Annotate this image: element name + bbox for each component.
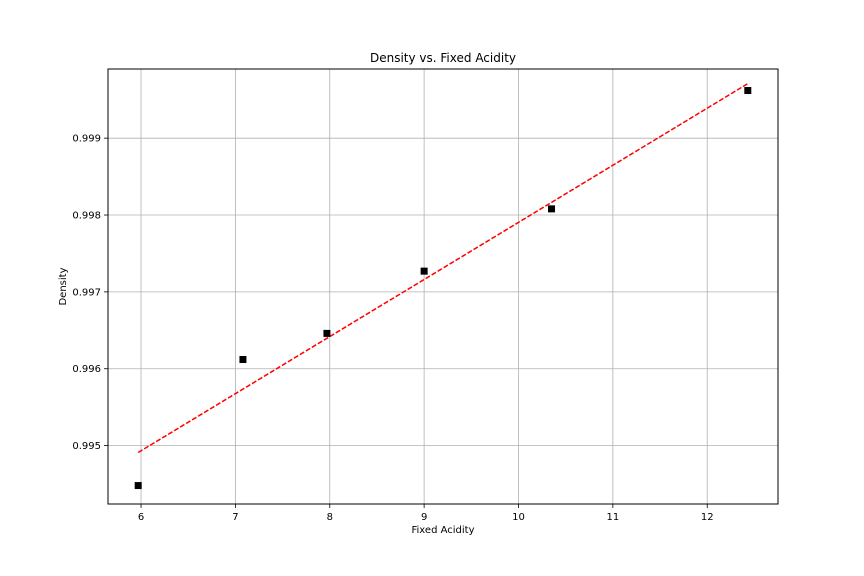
data-point [239, 356, 247, 364]
y-tick-label: 0.996 [72, 364, 101, 375]
chart-title: Density vs. Fixed Acidity [370, 51, 516, 65]
x-tick-label: 6 [138, 512, 144, 523]
y-axis-label: Density [58, 267, 69, 305]
data-point [548, 205, 556, 213]
data-point [744, 87, 752, 95]
data-point [134, 482, 142, 490]
y-tick-label: 0.995 [72, 441, 101, 452]
x-tick-label: 10 [512, 512, 525, 523]
y-tick-label: 0.999 [72, 134, 101, 145]
x-tick-label: 12 [701, 512, 714, 523]
plot-series [134, 82, 752, 490]
y-tick-label: 0.997 [72, 287, 101, 298]
trend-line [137, 82, 749, 454]
axis-ticks: 6 7 8 9 10 11 12 0.995 0.996 0.997 0.998 0.999 [72, 134, 713, 523]
data-point [420, 267, 428, 275]
x-tick-label: 11 [606, 512, 619, 523]
y-tick-label: 0.998 [72, 211, 101, 222]
x-tick-label: 8 [327, 512, 333, 523]
x-tick-label: 9 [421, 512, 427, 523]
plot-frame [107, 68, 779, 505]
grid [108, 69, 778, 504]
x-axis-label: Fixed Acidity [412, 525, 475, 536]
data-point [323, 329, 331, 337]
x-tick-label: 7 [232, 512, 238, 523]
